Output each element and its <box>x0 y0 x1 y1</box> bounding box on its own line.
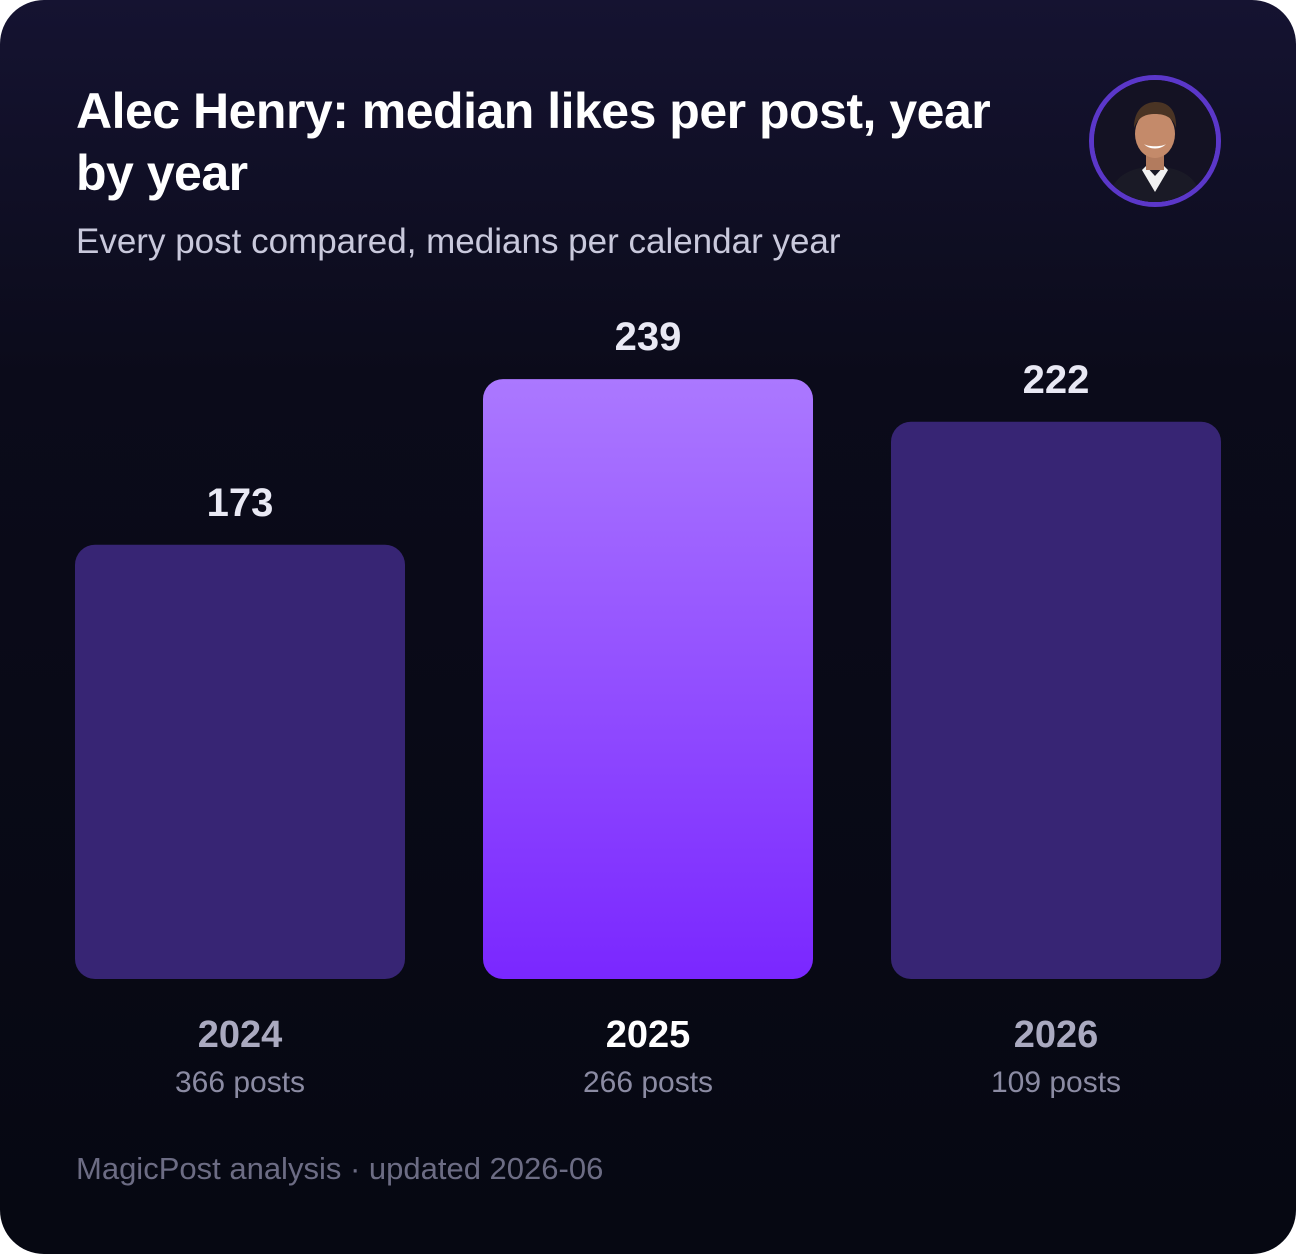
post-count-label-2026: 109 posts <box>991 1066 1121 1099</box>
category-label-2026: 2026 <box>1014 1014 1099 1056</box>
value-label-2024: 173 <box>207 481 274 525</box>
bar-group-2025: 239 2025 266 posts <box>483 315 813 1099</box>
avatar <box>1089 75 1221 207</box>
bars-layer: 173 2024 366 posts 239 2025 266 posts 222 2026 1… <box>75 315 1221 1099</box>
post-count-label-2024: 366 posts <box>175 1066 305 1099</box>
footer-note: MagicPost analysis · updated 2026-06 <box>76 1151 604 1186</box>
bar-2024 <box>75 544 405 979</box>
profile-photo-icon <box>1094 80 1216 202</box>
chart-title: Alec Henry: median likes per post, year … <box>76 83 991 201</box>
bar-group-2024: 173 2024 366 posts <box>75 481 405 1099</box>
value-label-2025: 239 <box>615 315 682 359</box>
bar-2025 <box>483 379 813 979</box>
bar-group-2026: 222 2026 109 posts <box>891 358 1221 1099</box>
bar-2026 <box>891 421 1221 979</box>
chart-subtitle: Every post compared, medians per calenda… <box>76 222 841 261</box>
category-label-2024: 2024 <box>198 1014 283 1056</box>
category-label-2025: 2025 <box>606 1014 691 1056</box>
post-count-label-2025: 266 posts <box>583 1066 713 1099</box>
value-label-2026: 222 <box>1023 358 1090 402</box>
